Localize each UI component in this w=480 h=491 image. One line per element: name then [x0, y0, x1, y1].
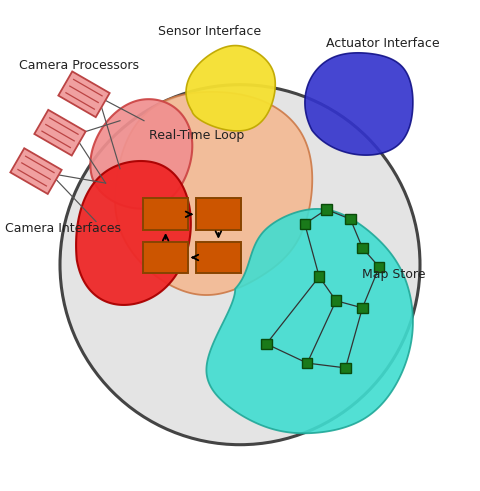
Bar	[35, 110, 85, 156]
PathPatch shape	[186, 46, 275, 131]
FancyBboxPatch shape	[374, 262, 384, 273]
Text: Camera Processors: Camera Processors	[19, 59, 139, 72]
FancyBboxPatch shape	[261, 339, 272, 349]
FancyBboxPatch shape	[302, 358, 312, 368]
FancyBboxPatch shape	[345, 214, 356, 224]
Text: Real-Time Loop: Real-Time Loop	[149, 129, 244, 141]
Text: Camera Interfaces: Camera Interfaces	[5, 222, 121, 235]
FancyBboxPatch shape	[143, 198, 188, 230]
FancyBboxPatch shape	[321, 204, 332, 215]
FancyBboxPatch shape	[196, 198, 241, 230]
Text: Sensor Interface: Sensor Interface	[158, 26, 262, 38]
PathPatch shape	[206, 209, 413, 433]
PathPatch shape	[115, 92, 312, 295]
FancyBboxPatch shape	[357, 243, 368, 253]
FancyBboxPatch shape	[357, 302, 368, 313]
Text: Map Store: Map Store	[362, 268, 426, 281]
Bar	[59, 72, 109, 117]
Bar	[11, 148, 61, 194]
FancyBboxPatch shape	[196, 242, 241, 273]
PathPatch shape	[305, 53, 413, 155]
FancyBboxPatch shape	[314, 272, 324, 282]
FancyBboxPatch shape	[340, 363, 351, 373]
PathPatch shape	[90, 99, 192, 209]
Circle shape	[60, 85, 420, 445]
Text: Actuator Interface: Actuator Interface	[326, 37, 440, 51]
PathPatch shape	[76, 161, 191, 305]
FancyBboxPatch shape	[143, 242, 188, 273]
FancyBboxPatch shape	[300, 218, 310, 229]
FancyBboxPatch shape	[331, 296, 341, 306]
